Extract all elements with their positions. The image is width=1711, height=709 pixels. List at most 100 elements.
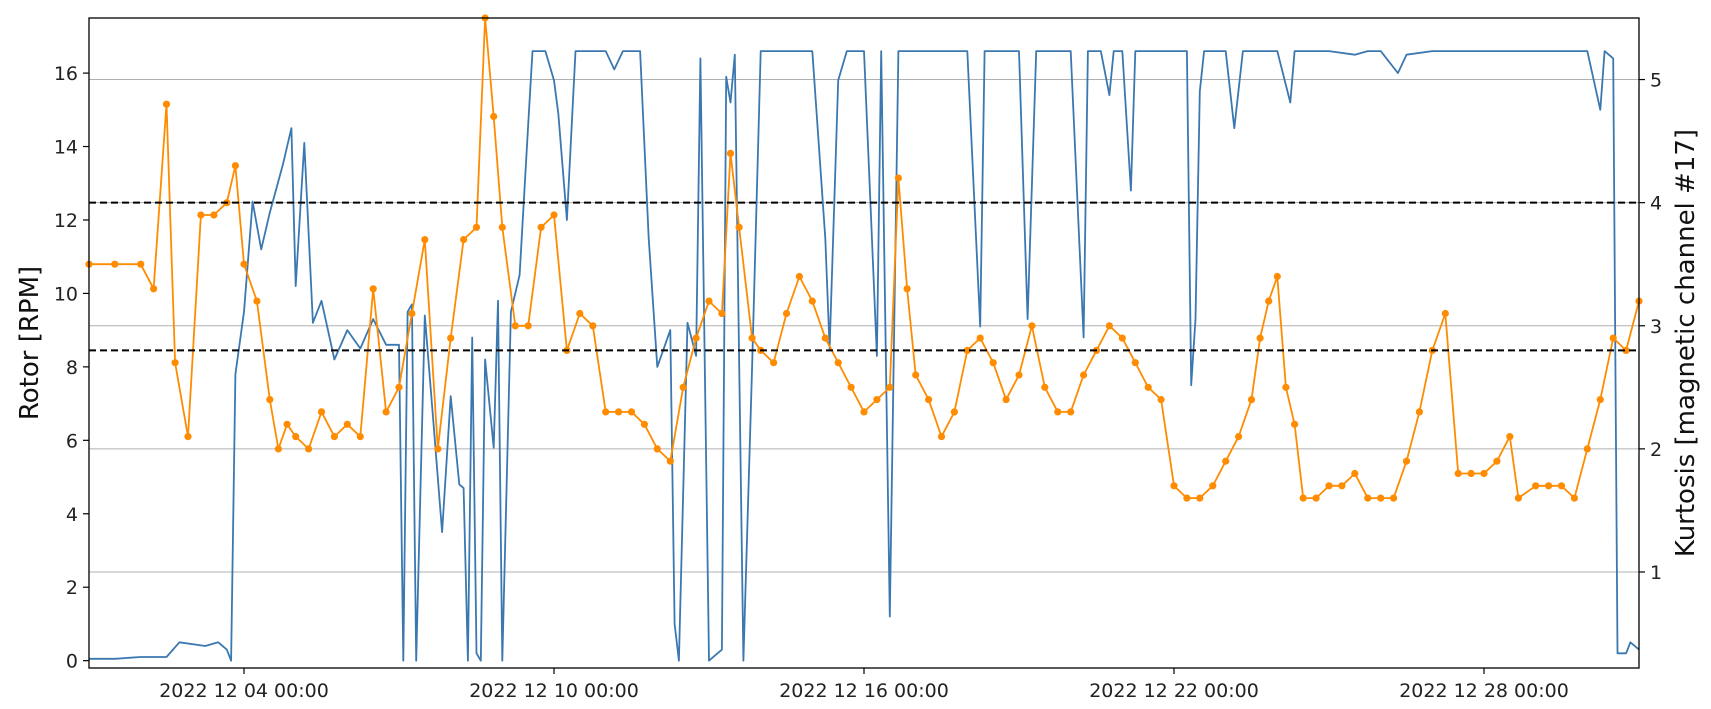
kurtosis-point-34 bbox=[511, 322, 519, 330]
kurtosis-point-118 bbox=[1545, 482, 1553, 490]
kurtosis-point-124 bbox=[1622, 346, 1630, 354]
kurtosis-point-113 bbox=[1480, 469, 1488, 478]
y2-tick-label-4: 4 bbox=[1650, 193, 1662, 215]
kurtosis-point-92 bbox=[1235, 433, 1243, 441]
kurtosis-point-53 bbox=[748, 334, 756, 342]
y2-tick-label-5: 5 bbox=[1650, 70, 1662, 92]
kurtosis-point-46 bbox=[666, 457, 674, 465]
y-tick-label-16: 16 bbox=[54, 63, 78, 85]
y2-tick-label-2: 2 bbox=[1650, 439, 1662, 461]
kurtosis-point-94 bbox=[1256, 334, 1264, 342]
kurtosis-point-12 bbox=[253, 297, 261, 305]
y-tick-label-6: 6 bbox=[66, 430, 78, 452]
rotor-line bbox=[89, 50, 1640, 662]
kurtosis-point-85 bbox=[1144, 383, 1152, 391]
kurtosis-point-101 bbox=[1325, 482, 1333, 490]
kurtosis-point-52 bbox=[735, 223, 743, 231]
kurtosis-point-56 bbox=[782, 309, 791, 318]
kurtosis-point-57 bbox=[795, 272, 804, 281]
kurtosis-point-62 bbox=[860, 408, 868, 416]
x-tick-label-0: 2022 12 04 00:00 bbox=[159, 680, 329, 702]
kurtosis-point-93 bbox=[1247, 396, 1256, 404]
kurtosis-point-102 bbox=[1338, 482, 1346, 490]
kurtosis-point-39 bbox=[576, 309, 584, 318]
y2-tick-label-3: 3 bbox=[1650, 316, 1662, 338]
kurtosis-point-30 bbox=[472, 223, 481, 231]
kurtosis-point-117 bbox=[1532, 482, 1540, 490]
kurtosis-point-4 bbox=[162, 100, 171, 108]
kurtosis-point-2 bbox=[137, 260, 145, 268]
kurtosis-point-29 bbox=[460, 236, 468, 244]
kurtosis-point-1 bbox=[111, 260, 119, 268]
kurtosis-point-80 bbox=[1080, 371, 1088, 379]
kurtosis-point-45 bbox=[653, 445, 661, 453]
kurtosis-point-24 bbox=[395, 383, 403, 391]
kurtosis-point-36 bbox=[537, 223, 545, 231]
kurtosis-point-104 bbox=[1364, 494, 1372, 502]
y-tick-label-12: 12 bbox=[54, 210, 78, 232]
kurtosis-point-103 bbox=[1351, 469, 1359, 478]
kurtosis-point-70 bbox=[950, 408, 959, 416]
kurtosis-point-89 bbox=[1196, 494, 1204, 502]
kurtosis-point-26 bbox=[421, 236, 429, 244]
y-axis-right-title: Kurtosis [magnetic channel #17] bbox=[1671, 129, 1701, 557]
kurtosis-point-75 bbox=[1015, 371, 1023, 379]
kurtosis-point-20 bbox=[343, 420, 351, 428]
kurtosis-point-96 bbox=[1273, 272, 1281, 281]
y-tick-label-2: 2 bbox=[66, 577, 78, 599]
kurtosis-point-51 bbox=[726, 149, 735, 157]
y-tick-label-14: 14 bbox=[54, 137, 78, 159]
kurtosis-point-25 bbox=[408, 309, 416, 318]
kurtosis-point-28 bbox=[447, 334, 455, 342]
kurtosis-point-58 bbox=[808, 297, 816, 305]
kurtosis-point-111 bbox=[1454, 469, 1462, 478]
y-tick-label-4: 4 bbox=[66, 504, 78, 526]
kurtosis-point-115 bbox=[1506, 433, 1514, 441]
kurtosis-point-97 bbox=[1282, 383, 1290, 391]
x-tick-label-1: 2022 12 10 00:00 bbox=[469, 680, 639, 702]
x-tick-label-3: 2022 12 22 00:00 bbox=[1089, 680, 1259, 702]
kurtosis-point-78 bbox=[1054, 408, 1062, 416]
kurtosis-point-33 bbox=[498, 223, 506, 231]
kurtosis-point-48 bbox=[692, 334, 700, 342]
kurtosis-point-22 bbox=[369, 285, 377, 293]
kurtosis-point-50 bbox=[718, 309, 726, 318]
y2-tick-label-1: 1 bbox=[1650, 562, 1662, 584]
kurtosis-point-63 bbox=[873, 396, 881, 404]
kurtosis-point-86 bbox=[1157, 396, 1165, 404]
kurtosis-point-108 bbox=[1415, 408, 1423, 416]
kurtosis-point-37 bbox=[550, 211, 558, 219]
kurtosis-point-67 bbox=[912, 371, 920, 379]
kurtosis-point-47 bbox=[679, 383, 687, 391]
y-axis-left: 0 2 4 6 8 10 12 14 16 bbox=[54, 63, 89, 673]
kurtosis-point-79 bbox=[1067, 408, 1075, 416]
kurtosis-point-11 bbox=[240, 260, 248, 268]
kurtosis-point-68 bbox=[925, 396, 933, 404]
kurtosis-point-66 bbox=[903, 285, 911, 293]
kurtosis-point-23 bbox=[382, 408, 390, 416]
kurtosis-point-21 bbox=[356, 433, 364, 441]
kurtosis-point-121 bbox=[1583, 445, 1591, 453]
kurtosis-point-120 bbox=[1570, 494, 1578, 502]
kurtosis-series bbox=[85, 14, 1643, 502]
kurtosis-point-84 bbox=[1131, 359, 1139, 367]
kurtosis-point-98 bbox=[1291, 420, 1299, 428]
kurtosis-point-14 bbox=[274, 445, 282, 453]
kurtosis-point-6 bbox=[184, 433, 192, 441]
kurtosis-point-107 bbox=[1402, 457, 1411, 465]
kurtosis-point-35 bbox=[524, 322, 532, 330]
kurtosis-point-73 bbox=[989, 359, 997, 367]
kurtosis-point-105 bbox=[1377, 494, 1385, 502]
x-axis: 2022 12 04 00:00 2022 12 10 00:00 2022 12 … bbox=[159, 668, 1569, 702]
kurtosis-point-83 bbox=[1118, 334, 1126, 342]
kurtosis-point-43 bbox=[627, 408, 636, 416]
kurtosis-point-74 bbox=[1002, 396, 1010, 404]
kurtosis-point-119 bbox=[1557, 482, 1566, 490]
kurtosis-point-90 bbox=[1209, 482, 1217, 490]
kurtosis-point-59 bbox=[821, 334, 829, 342]
kurtosis-point-41 bbox=[602, 408, 610, 416]
kurtosis-point-123 bbox=[1609, 334, 1617, 342]
kurtosis-point-3 bbox=[150, 285, 158, 293]
kurtosis-point-95 bbox=[1265, 297, 1273, 305]
